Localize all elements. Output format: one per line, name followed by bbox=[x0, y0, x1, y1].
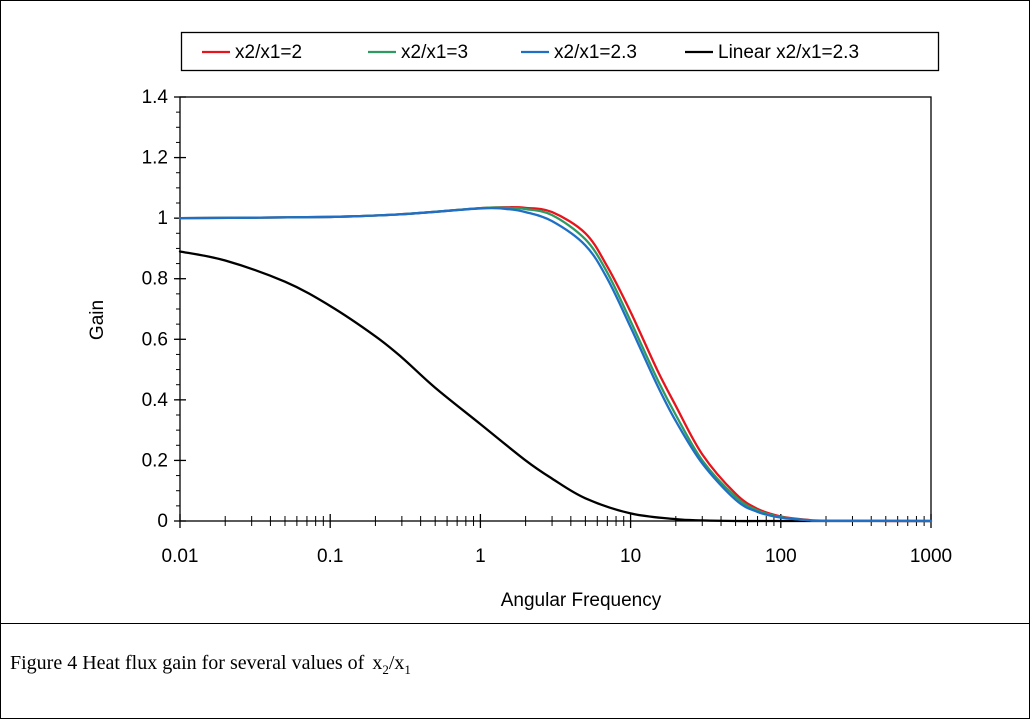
x-tick-label: 100 bbox=[765, 546, 797, 567]
legend-label: x2/x1=2.3 bbox=[554, 42, 637, 63]
y-tick-label: 1 bbox=[157, 208, 168, 229]
legend: x2/x1=2 x2/x1=3 x2/x1=2.3 Linear x2/x1=2.3 bbox=[180, 31, 940, 72]
legend-label: x2/x1=3 bbox=[401, 42, 468, 63]
y-tick-label: 1.4 bbox=[142, 87, 169, 108]
x-tick-label: 1 bbox=[475, 546, 486, 567]
y-tick-label: 0.2 bbox=[142, 450, 168, 471]
caption-var-x1: x bbox=[394, 652, 404, 674]
plot-area: 0 0.2 0.4 0.6 0.8 1 1.2 1.4 0.01 0.1 1 10 100 1000 bbox=[142, 87, 953, 567]
x-axis-label: Angular Frequency bbox=[501, 590, 662, 611]
legend-entry: x2/x1=2 bbox=[202, 42, 302, 63]
y-tick-label: 0.6 bbox=[142, 329, 168, 350]
series-line-3 bbox=[178, 250, 933, 523]
y-axis-label: Gain bbox=[87, 300, 108, 340]
series-lines bbox=[178, 206, 933, 523]
x-tick-label: 0.01 bbox=[162, 546, 199, 567]
y-tick-label: 1.2 bbox=[142, 148, 168, 169]
y-tick-label: 0.4 bbox=[142, 390, 169, 411]
x-tick-label: 10 bbox=[620, 546, 641, 567]
x-tick-label: 1000 bbox=[910, 546, 952, 567]
legend-entry: x2/x1=2.3 bbox=[521, 42, 637, 63]
y-tick-label: 0.8 bbox=[142, 269, 168, 290]
legend-entry: Linear x2/x1=2.3 bbox=[685, 42, 859, 63]
caption-slash: / bbox=[389, 652, 395, 674]
legend-label: x2/x1=2 bbox=[235, 42, 302, 63]
caption-text: Figure 4 Heat flux gain for several valu… bbox=[10, 652, 365, 674]
figure-caption: Figure 4 Heat flux gain for several valu… bbox=[10, 652, 411, 677]
series-line-2 bbox=[178, 206, 933, 523]
legend-entry: x2/x1=3 bbox=[368, 42, 468, 63]
legend-label: Linear x2/x1=2.3 bbox=[718, 42, 859, 63]
caption-sub-1: 1 bbox=[404, 662, 411, 677]
caption-var-x2: x bbox=[372, 652, 382, 674]
caption-sub-2: 2 bbox=[382, 662, 389, 677]
legend-box bbox=[180, 31, 940, 72]
x-tick-label: 0.1 bbox=[317, 546, 343, 567]
y-tick-label: 0 bbox=[157, 511, 168, 532]
